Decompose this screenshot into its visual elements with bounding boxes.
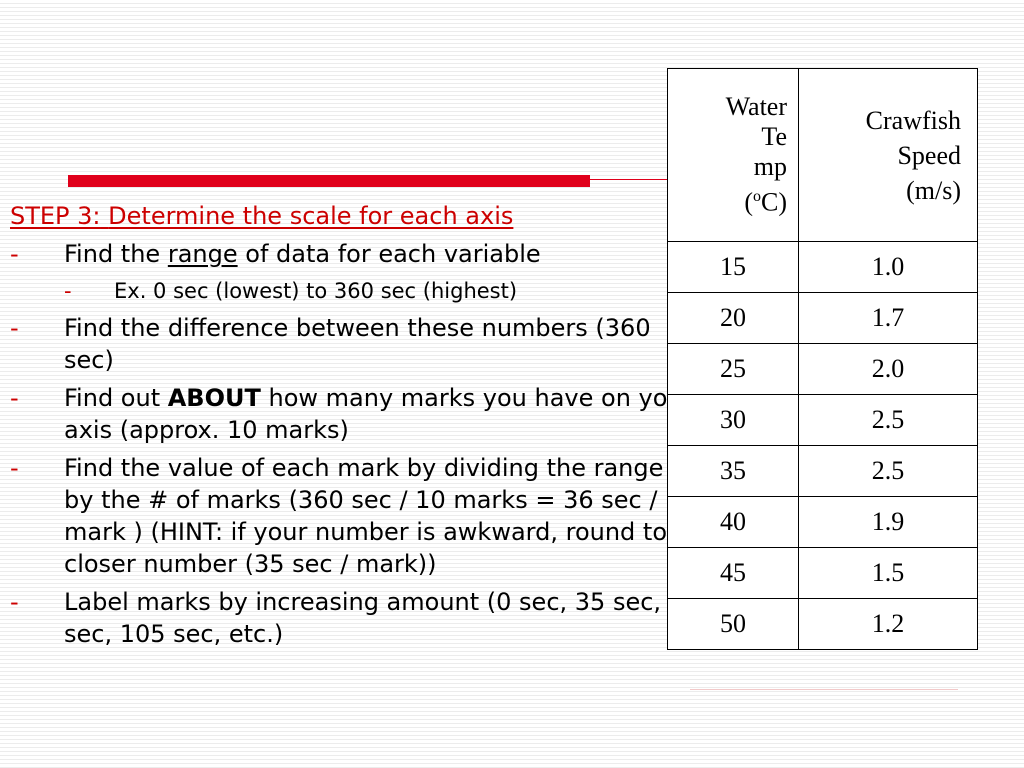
header-crawfish-speed: Crawfish Speed (m/s)	[798, 68, 978, 242]
bullet-range-before: Find the	[64, 240, 168, 268]
header-water-temp-l4b: C)	[761, 187, 787, 217]
table-row: 20 1.7	[667, 292, 978, 344]
bullet-dash: -	[10, 314, 19, 342]
table-cell-speed: 2.0	[798, 343, 978, 395]
table-row: 40 1.9	[667, 496, 978, 548]
table-cell-speed: 2.5	[798, 445, 978, 497]
slide-body: STEP 3: Determine the scale for each axi…	[10, 200, 700, 656]
table-cell-speed: 2.5	[798, 394, 978, 446]
bullet-dash: -	[10, 240, 19, 268]
step-heading-prefix: STEP 3:	[10, 202, 101, 230]
table-cell-temp: 40	[667, 496, 799, 548]
title-accent-bar	[68, 175, 590, 187]
sub-bullet-example-text: Ex. 0 sec (lowest) to 360 sec (highest)	[114, 279, 518, 303]
bullet-dash: -	[64, 279, 72, 303]
step-heading-text: Determine the scale for each axis	[108, 202, 514, 230]
step-heading: STEP 3: Determine the scale for each axi…	[10, 200, 700, 232]
header-crawfish-speed-l2: Speed	[897, 140, 961, 170]
bullet-marks: - Find out ABOUT how many marks you have…	[10, 382, 700, 446]
header-water-temp-l4a: (	[744, 187, 753, 217]
bullet-range: - Find the range of data for each variab…	[10, 238, 700, 270]
bullet-label-marks-text: Label marks by increasing amount (0 sec,…	[64, 588, 700, 648]
bullet-mark-value-text: Find the value of each mark by dividing …	[64, 454, 690, 578]
table-row: 30 2.5	[667, 394, 978, 446]
bullet-marks-after: how many marks you have on your axis (ap…	[64, 384, 693, 444]
header-crawfish-speed-l3: (m/s)	[906, 175, 961, 205]
header-crawfish-speed-l1: Crawfish	[865, 105, 961, 135]
table-cell-speed: 1.7	[798, 292, 978, 344]
bullet-marks-before: Find out	[64, 384, 168, 412]
bullet-dash: -	[10, 384, 19, 412]
table-cell-speed: 1.2	[798, 598, 978, 650]
table-row: 50 1.2	[667, 598, 978, 650]
bullet-label-marks: - Label marks by increasing amount (0 se…	[10, 586, 700, 650]
degree-sup: o	[753, 188, 761, 206]
table-cell-temp: 50	[667, 598, 799, 650]
table-cell-temp: 30	[667, 394, 799, 446]
table-cell-speed: 1.5	[798, 547, 978, 599]
table-row: 45 1.5	[667, 547, 978, 599]
bullet-dash: -	[10, 454, 19, 482]
footer-divider	[690, 689, 958, 690]
bullet-range-after: of data for each variable	[237, 240, 541, 268]
table-cell-temp: 20	[667, 292, 799, 344]
table-cell-temp: 45	[667, 547, 799, 599]
table-cell-speed: 1.0	[798, 241, 978, 293]
bullet-difference-text: Find the difference between these number…	[64, 314, 651, 374]
header-water-temp-l2: Te	[761, 122, 787, 152]
header-water-temp-l1: Water	[725, 92, 787, 122]
sub-bullet-example: - Ex. 0 sec (lowest) to 360 sec (highest…	[10, 276, 700, 306]
data-table: Water Te mp (oC) Crawfish Speed (m/s) 15…	[667, 68, 978, 650]
header-water-temp: Water Te mp (oC)	[667, 68, 799, 242]
table-row: 15 1.0	[667, 241, 978, 293]
bullet-difference: - Find the difference between these numb…	[10, 312, 700, 376]
bullet-dash: -	[10, 588, 19, 616]
header-water-temp-l3: mp	[753, 152, 787, 182]
bullet-mark-value: - Find the value of each mark by dividin…	[10, 452, 700, 580]
bullet-marks-emph: ABOUT	[167, 384, 261, 412]
table-cell-speed: 1.9	[798, 496, 978, 548]
table-cell-temp: 15	[667, 241, 799, 293]
table-row: 25 2.0	[667, 343, 978, 395]
table-row: 35 2.5	[667, 445, 978, 497]
table-cell-temp: 25	[667, 343, 799, 395]
bullet-range-emph: range	[167, 240, 238, 268]
table-cell-temp: 35	[667, 445, 799, 497]
